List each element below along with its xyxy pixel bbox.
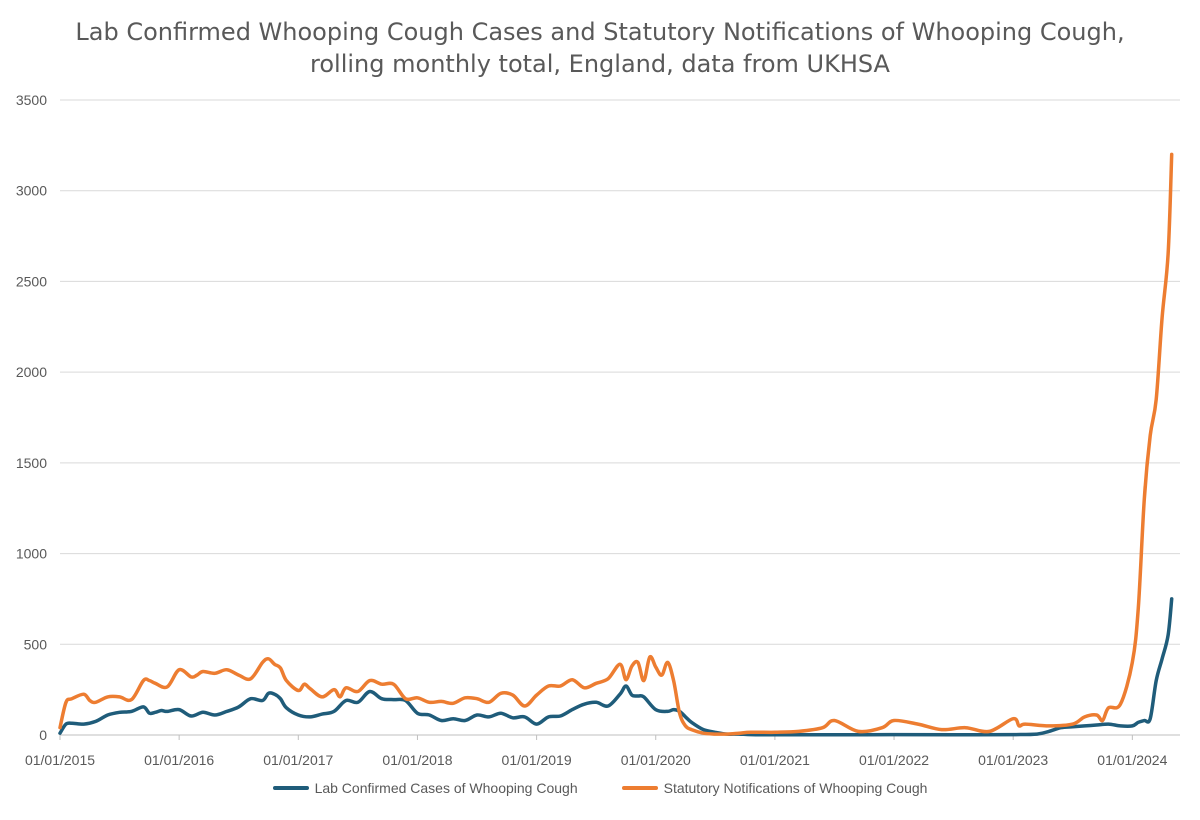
series-line-lab-confirmed [58, 597, 1174, 737]
y-tick-label-3500: 3500 [16, 92, 47, 108]
chart-title-line-2: rolling monthly total, England, data fro… [310, 50, 890, 78]
legend-swatch-statutory-notifications [621, 786, 658, 790]
x-tick-label-2024: 01/01/2024 [1097, 752, 1167, 768]
y-tick-label-1000: 1000 [16, 546, 47, 562]
legend-swatch-lab-confirmed [272, 786, 309, 790]
chart-title-line-1: Lab Confirmed Whooping Cough Cases and S… [75, 18, 1125, 46]
x-tick-label-2017: 01/01/2017 [263, 752, 333, 768]
y-tick-label-2500: 2500 [16, 273, 47, 289]
series-line-statutory-notifications [58, 152, 1174, 736]
y-tick-label-1500: 1500 [16, 455, 47, 471]
legend-item-statutory-notifications: Statutory Notifications of Whooping Coug… [621, 780, 928, 796]
grid [60, 99, 1180, 645]
x-tick-label-2018: 01/01/2018 [382, 752, 452, 768]
legend-label-statutory-notifications: Statutory Notifications of Whooping Coug… [663, 780, 928, 796]
x-tick-label-2020: 01/01/2020 [621, 752, 691, 768]
x-tick-label-2023: 01/01/2023 [978, 752, 1048, 768]
x-tick-label-2015: 01/01/2015 [25, 752, 95, 768]
x-tick-label-2019: 01/01/2019 [502, 752, 572, 768]
legend-item-lab-confirmed: Lab Confirmed Cases of Whooping Cough [272, 780, 578, 796]
x-tick-label-2016: 01/01/2016 [144, 752, 214, 768]
legend: Lab Confirmed Cases of Whooping Cough St… [0, 780, 1200, 796]
x-tick-label-2021: 01/01/2021 [740, 752, 810, 768]
y-tick-label-500: 500 [24, 636, 48, 652]
y-tick-label-3000: 3000 [16, 183, 47, 199]
axes: 0 500 1000 1500 2000 2500 3000 3500 01/01/2015 01… [16, 92, 1180, 768]
y-tick-label-0: 0 [39, 727, 47, 743]
legend-label-lab-confirmed: Lab Confirmed Cases of Whooping Cough [314, 780, 578, 796]
y-tick-label-2000: 2000 [16, 364, 47, 380]
x-tick-label-2022: 01/01/2022 [859, 752, 929, 768]
series [58, 152, 1174, 737]
